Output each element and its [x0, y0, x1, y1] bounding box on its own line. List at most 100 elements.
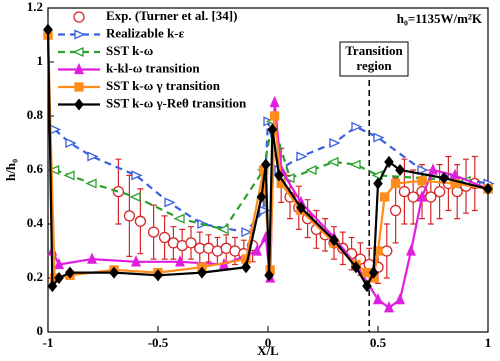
marker: [405, 244, 417, 256]
marker: [269, 95, 280, 108]
marker: [349, 159, 361, 170]
marker: [112, 185, 125, 198]
x-axis-label: X/L: [257, 343, 279, 358]
marker: [383, 301, 395, 313]
marker: [54, 271, 64, 285]
marker: [351, 121, 363, 132]
marker: [86, 252, 98, 264]
marker: [256, 190, 267, 204]
legend-label: SST k-ω γ-Reθ transition: [106, 95, 247, 110]
marker: [258, 205, 271, 216]
marker: [390, 178, 401, 189]
marker: [260, 158, 271, 171]
annotation-box: [339, 41, 409, 77]
marker: [329, 137, 341, 149]
legend-marker: [73, 11, 85, 23]
marker: [372, 292, 384, 305]
legend-item: SST k-ω: [58, 43, 153, 58]
y-tick-label: 0.8: [27, 107, 44, 122]
marker: [267, 123, 278, 136]
legend-marker: [73, 62, 85, 75]
annotation: Transition: [345, 43, 403, 58]
marker: [185, 237, 197, 249]
marker: [274, 169, 284, 182]
marker: [483, 182, 493, 195]
legend-marker: [72, 46, 84, 58]
legend-item: Realizable k-ε: [58, 25, 185, 40]
marker: [241, 261, 251, 274]
y-tick-label: 0: [37, 323, 44, 338]
annotation: region: [356, 58, 392, 73]
marker: [109, 266, 119, 279]
marker: [439, 172, 449, 185]
marker: [427, 163, 439, 175]
marker: [217, 224, 229, 235]
y-axis-label: h/h₀: [3, 159, 18, 181]
x-tick-label: -0.5: [148, 335, 169, 350]
marker: [407, 191, 419, 203]
marker: [129, 191, 141, 203]
marker: [394, 292, 406, 305]
marker: [241, 227, 253, 238]
marker: [296, 151, 308, 162]
marker: [381, 245, 393, 257]
series: [43, 23, 493, 293]
marker: [305, 164, 317, 176]
y-tick-label: 1.2: [27, 0, 43, 14]
x-tick-label: 1: [485, 335, 492, 350]
marker: [296, 201, 306, 214]
legend-label: SST k-ω γ transition: [106, 78, 221, 93]
marker: [450, 178, 460, 189]
marker: [131, 170, 143, 181]
marker: [417, 164, 429, 176]
marker: [43, 23, 53, 36]
legend-marker: [74, 82, 84, 92]
marker: [395, 163, 405, 177]
marker: [197, 266, 207, 279]
x-tick-label: -1: [43, 335, 54, 350]
marker: [269, 111, 280, 121]
marker: [85, 178, 97, 189]
marker: [379, 192, 390, 202]
marker: [47, 164, 60, 176]
y-tick-label: 0.2: [27, 269, 43, 284]
marker: [373, 132, 385, 143]
legend-item: k-kl-ω transition: [58, 60, 200, 75]
series-line: [54, 121, 489, 231]
marker: [65, 137, 77, 149]
marker: [173, 213, 185, 224]
legend-item: Exp. (Turner et al. [34]): [73, 8, 237, 23]
marker: [264, 269, 274, 282]
legend-item: SST k-ω γ transition: [58, 78, 221, 93]
annotation: h₀=1135W/m²K: [397, 11, 483, 26]
marker: [123, 210, 136, 222]
legend-marker: [74, 29, 86, 40]
marker: [174, 255, 186, 267]
x-tick-label: 0.5: [370, 335, 387, 350]
marker: [329, 234, 339, 247]
marker: [362, 280, 372, 293]
marker: [373, 177, 383, 190]
y-tick-label: 0.4: [27, 215, 44, 230]
marker: [384, 155, 394, 168]
marker: [417, 176, 427, 186]
legend-label: SST k-ω: [106, 43, 153, 58]
x-tick-label: 0: [265, 335, 272, 350]
marker: [351, 261, 361, 274]
marker: [164, 197, 176, 208]
series-line: [46, 34, 489, 281]
marker: [65, 266, 75, 279]
legend-label: Realizable k-ε: [106, 25, 185, 40]
legend-item: SST k-ω γ-Reθ transition: [58, 95, 247, 111]
legend-marker: [74, 98, 84, 111]
legend-label: k-kl-ω transition: [106, 60, 200, 75]
marker: [63, 170, 75, 181]
marker: [251, 244, 263, 256]
marker: [433, 185, 446, 198]
marker: [47, 280, 58, 293]
marker: [130, 255, 142, 267]
marker: [134, 215, 147, 227]
marker: [327, 156, 339, 167]
